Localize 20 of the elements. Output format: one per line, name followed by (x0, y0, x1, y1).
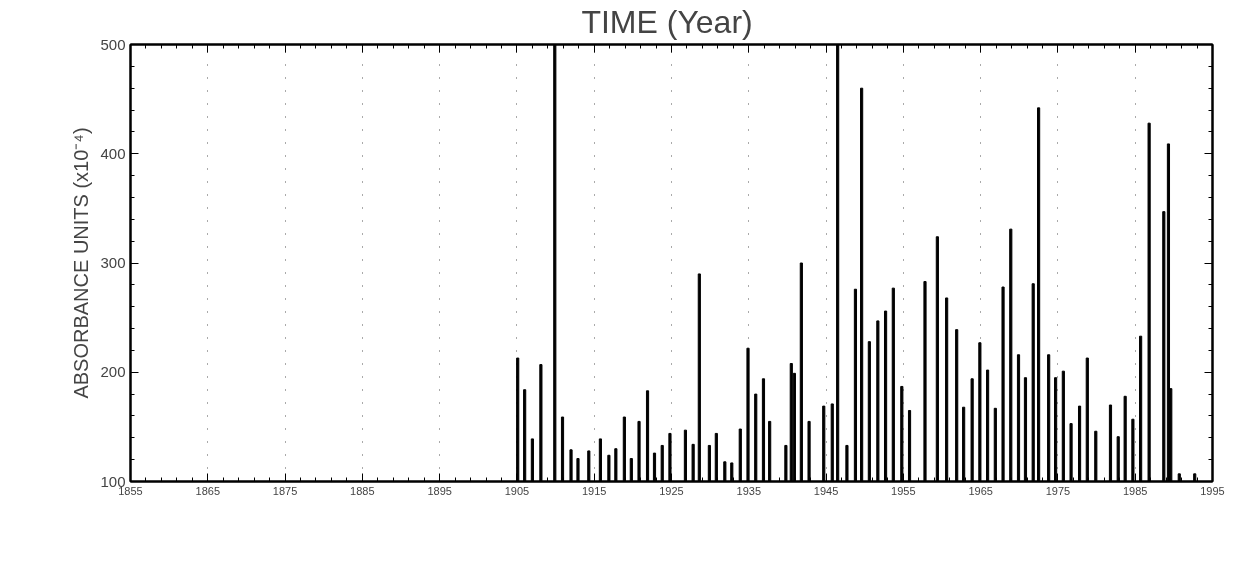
y-axis-title: ABSORBANCE UNITS (x10⁻⁴) (70, 127, 93, 399)
y-tick-label: 200 (100, 363, 126, 381)
x-tick-label: 1865 (195, 484, 221, 497)
x-tick-label: 1985 (1122, 484, 1148, 497)
x-tick-label: 1905 (504, 484, 530, 497)
x-tick-label: 1925 (659, 484, 684, 497)
x-tick-label: 1945 (813, 484, 839, 497)
y-tick-label: 300 (100, 254, 126, 271)
x-tick-label: 1915 (581, 484, 607, 497)
x-tick-label: 1965 (968, 484, 993, 497)
x-tick-label: 1975 (1045, 484, 1071, 497)
x-tick-label: 1895 (427, 484, 452, 497)
x-axis-title: TIME (Year) (581, 3, 753, 40)
x-tick-label: 1885 (350, 484, 375, 497)
x-tick-label: 1935 (736, 484, 762, 497)
y-tick-label: 500 (100, 35, 126, 53)
x-tick-label: 1995 (1200, 484, 1225, 497)
x-tick-label: 1955 (891, 484, 916, 497)
y-tick-label: 400 (100, 144, 126, 162)
x-tick-label: 1875 (272, 484, 298, 497)
